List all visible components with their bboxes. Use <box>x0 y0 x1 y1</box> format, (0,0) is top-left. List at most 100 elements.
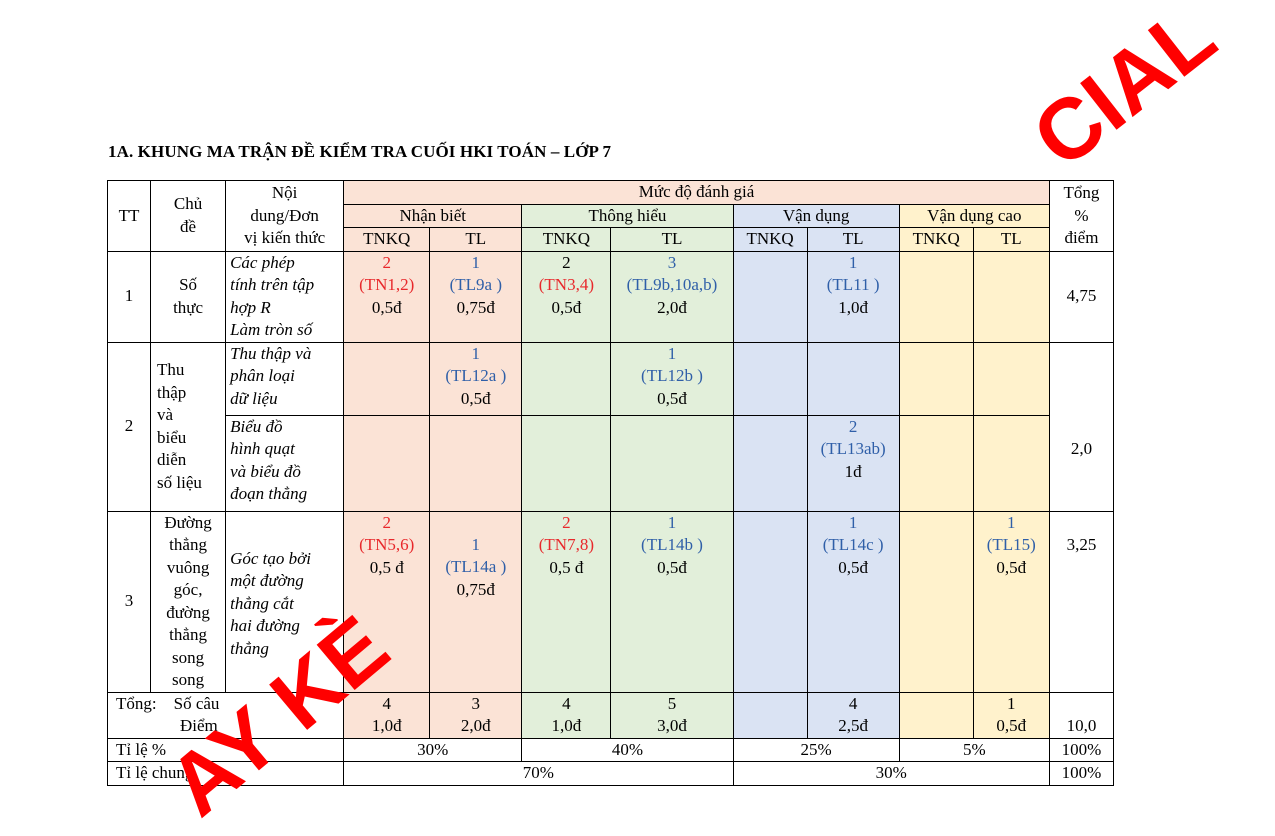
header-chu-de-line: Chủ <box>173 194 203 214</box>
cell-vd-tl: 2 (TL13ab) 1đ <box>806 414 900 512</box>
noi-dung-line: một đường <box>230 571 304 590</box>
total-vd-tl: 4 2,5đ <box>806 691 900 739</box>
cell-count: 2 <box>562 252 571 272</box>
cell-vd-tl <box>806 341 900 416</box>
assessment-matrix-table: TT Chủ đề Nội dung/Đơn vị kiến thức Mức … <box>106 180 1115 786</box>
row-tt: 3 <box>106 510 152 693</box>
cell-nb-tl <box>429 414 523 512</box>
total-th-tl: 5 3,0đ <box>610 691 734 739</box>
cell-count: 2 <box>562 512 571 532</box>
header-chu-de: Chủ đề <box>150 180 227 252</box>
total-points: 1,0đ <box>551 716 582 735</box>
cell-th-tnkq <box>521 341 612 416</box>
overall-ratio-b: 30% <box>732 761 1050 786</box>
cell-th-tnkq: 2 (TN3,4) 0,5đ <box>521 250 612 343</box>
row-chu-de: Số thực <box>150 250 227 343</box>
header-tong-line: Tổng <box>1063 183 1100 202</box>
page-title: 1A. KHUNG MA TRẬN ĐỀ KIỂM TRA CUỐI HKI T… <box>108 142 612 161</box>
overall-ratio-label: Tỉ lệ chung <box>106 761 345 786</box>
noi-dung-line: và biểu đồ <box>230 461 301 481</box>
cell-nb-tnkq: 2 (TN1,2) 0,5đ <box>343 250 431 343</box>
cell-points: 0,5đ <box>460 388 491 408</box>
cell-points: 0,5đ <box>371 297 402 317</box>
cell-points: 0,5đ <box>657 388 687 408</box>
cell-points: 0,5 đ <box>369 557 404 577</box>
total-count: 3 <box>471 693 481 713</box>
noi-dung-line: hợp R <box>230 297 271 317</box>
total-tong: 10,0 <box>1048 691 1115 739</box>
totals-label: Tổng: Số câu Điểm <box>106 691 345 739</box>
noi-dung-line: Làm tròn số <box>230 320 313 339</box>
header-tong-line: điểm <box>1064 228 1099 247</box>
cell-points: 0,5đ <box>996 557 1027 577</box>
chu-de-line: Đường <box>164 512 212 532</box>
cell-ref: (TL13ab) <box>820 439 886 458</box>
table-row: 3 Đường thẳng vuông góc, đường thẳng son… <box>106 510 1115 693</box>
ratio-vd: 25% <box>732 737 900 762</box>
level-van-dung: Vận dụng <box>732 203 900 228</box>
cell-nb-tl: 1 (TL9a ) 0,75đ <box>429 250 523 343</box>
noi-dung-line: thẳng cắt <box>230 593 294 613</box>
cell-count: 1 <box>667 343 677 363</box>
cell-points: 0,5 đ <box>549 557 584 577</box>
cell-th-tnkq <box>521 414 612 512</box>
cell-ref: (TN1,2) <box>359 275 415 294</box>
cell-vd-tl: 1 (TL14c ) 0,5đ <box>806 510 900 693</box>
cell-count: 1 <box>1007 512 1016 532</box>
cell-points: 0,5đ <box>657 557 687 577</box>
total-vdc-tnkq <box>898 691 974 739</box>
cell-count: 2 <box>382 512 391 532</box>
ratio-vdc: 5% <box>898 737 1050 762</box>
cell-vdc-tnkq <box>898 510 974 693</box>
cell-count: 1 <box>848 512 858 532</box>
total-vd-tnkq <box>732 691 808 739</box>
chu-de-line: và <box>157 405 174 424</box>
cell-vd-tnkq <box>732 510 808 693</box>
cell-count: 1 <box>471 252 481 272</box>
overall-ratio-row: Tỉ lệ chung 70% 30% 100% <box>106 761 1115 786</box>
ratio-label: Tỉ lệ % <box>106 737 345 762</box>
total-count: 4 <box>382 693 391 713</box>
cell-ref: (TL11 ) <box>826 275 880 294</box>
totals-row: Tổng: Số câu Điểm 4 1,0đ 3 2,0đ 4 1,0đ 5… <box>106 691 1115 739</box>
cell-points: 1đ <box>844 461 862 481</box>
chu-de-line: song <box>172 647 205 667</box>
level-nhan-biet: Nhận biết <box>343 203 523 228</box>
cell-vdc-tnkq <box>898 414 974 512</box>
noi-dung-line: Thu thập và <box>230 343 312 363</box>
cell-ref: (TL12b ) <box>641 366 703 385</box>
row-chu-de: Thu thập và biểu diễn số liệu <box>150 341 227 512</box>
total-points: 2,5đ <box>838 716 868 735</box>
level-thong-hieu: Thông hiểu <box>521 203 734 228</box>
overall-ratio-a: 70% <box>343 761 734 786</box>
cell-count: 1 <box>848 252 858 272</box>
total-points: 1,0đ <box>371 716 402 735</box>
chu-de-line: đường <box>166 602 210 622</box>
table-row: Biểu đồ hình quạt và biểu đồ đoạn thẳng … <box>108 414 1114 512</box>
chu-de-line: góc, <box>173 580 203 599</box>
total-count: 4 <box>562 693 571 713</box>
cell-vdc-tl <box>972 250 1050 343</box>
sub-tl: TL <box>806 227 900 252</box>
sub-tnkq: TNKQ <box>343 227 431 252</box>
total-points: 0,5đ <box>996 716 1027 735</box>
total-count: 4 <box>848 693 858 713</box>
header-noi-dung-line: dung/Đơn <box>250 205 319 225</box>
cell-count: 2 <box>382 252 391 272</box>
cell-nb-tl: 1 (TL14a ) 0,75đ <box>429 510 523 693</box>
sub-tnkq: TNKQ <box>732 227 808 252</box>
row-tt: 1 <box>106 250 152 343</box>
cell-points: 2,0đ <box>657 297 687 317</box>
cell-points: 0,75đ <box>456 579 495 599</box>
sub-tnkq: TNKQ <box>898 227 974 252</box>
noi-dung-line: đoạn thẳng <box>230 484 308 503</box>
sub-tnkq: TNKQ <box>521 227 612 252</box>
totals-label-tong: Tổng: <box>116 693 157 713</box>
chu-de-line: thẳng <box>169 625 207 644</box>
row-chu-de: Đường thẳng vuông góc, đường thẳng song … <box>150 510 227 693</box>
cell-ref: (TL15) <box>986 535 1036 554</box>
cell-th-tl: 1 (TL12b ) 0,5đ <box>610 341 734 416</box>
cell-points: 0,5đ <box>838 557 868 577</box>
ratio-th: 40% <box>521 737 734 762</box>
cell-ref: (TN7,8) <box>538 535 594 554</box>
